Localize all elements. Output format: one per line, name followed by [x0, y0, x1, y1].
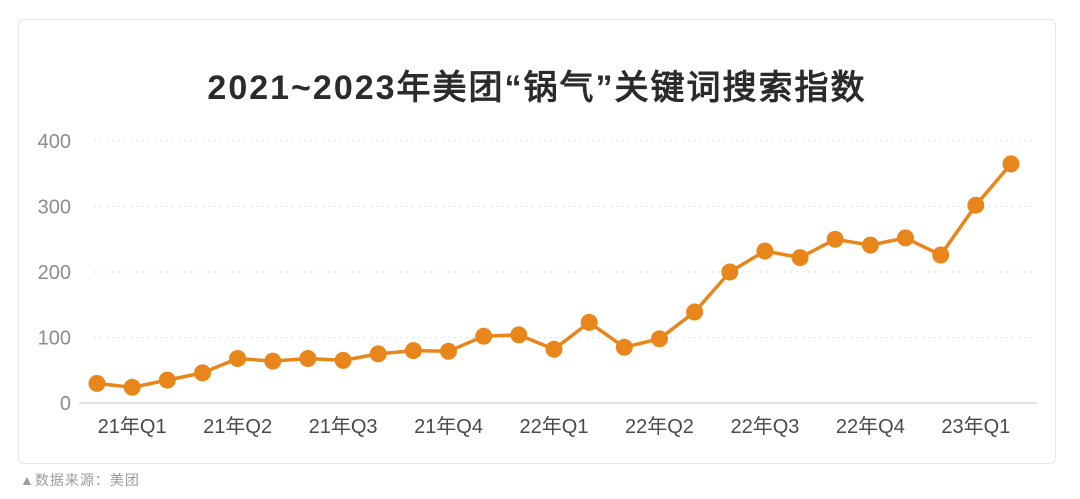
data-point [967, 196, 985, 214]
data-point [440, 342, 457, 360]
data-point [369, 345, 387, 363]
data-point [791, 249, 809, 267]
x-tick-label: 22年Q1 [520, 415, 589, 438]
footer-source: ▲数据来源：美团 [20, 472, 140, 488]
data-point [861, 236, 879, 254]
data-point [229, 350, 247, 367]
data-point [404, 342, 422, 360]
y-tick-label: 100 [38, 328, 71, 350]
x-tick-label: 21年Q3 [309, 415, 378, 438]
chart-title: 2021~2023年美团“锅气”关键词搜索指数 [207, 69, 867, 107]
data-point [88, 374, 106, 392]
y-tick-label: 300 [38, 197, 71, 219]
data-point [1002, 155, 1020, 173]
data-point [299, 350, 317, 367]
data-point [510, 326, 528, 344]
data-point [826, 230, 844, 248]
y-tick-label: 0 [60, 393, 71, 415]
data-point [158, 371, 176, 389]
chart-card: 2021~2023年美团“锅气”关键词搜索指数 0 100 200 300 400 21年… [18, 19, 1056, 464]
line-chart: 0 100 200 300 400 21年Q1 21年Q2 21年Q3 21年Q4 22年Q1 22… [38, 131, 1037, 438]
data-point [264, 352, 282, 370]
data-point [721, 263, 739, 281]
data-point [615, 338, 633, 356]
data-point [932, 246, 950, 264]
data-point [545, 340, 563, 358]
y-tick-label: 400 [38, 131, 71, 153]
x-tick-label: 21年Q4 [414, 415, 483, 438]
data-point [334, 351, 352, 369]
data-point [475, 327, 493, 345]
x-tick-label: 23年Q1 [941, 415, 1010, 438]
data-point [194, 364, 211, 382]
data-point [580, 313, 598, 331]
x-tick-label: 21年Q1 [98, 415, 167, 438]
x-tick-label: 22年Q2 [625, 415, 694, 438]
x-tick-label: 22年Q4 [836, 415, 905, 438]
x-tick-label: 22年Q3 [730, 415, 799, 438]
y-tick-label: 200 [38, 262, 71, 284]
data-point [123, 378, 141, 396]
data-point [651, 330, 668, 348]
x-tick-label: 21年Q2 [203, 415, 272, 438]
data-point [756, 242, 774, 260]
data-point [686, 303, 704, 321]
data-point [897, 229, 914, 247]
